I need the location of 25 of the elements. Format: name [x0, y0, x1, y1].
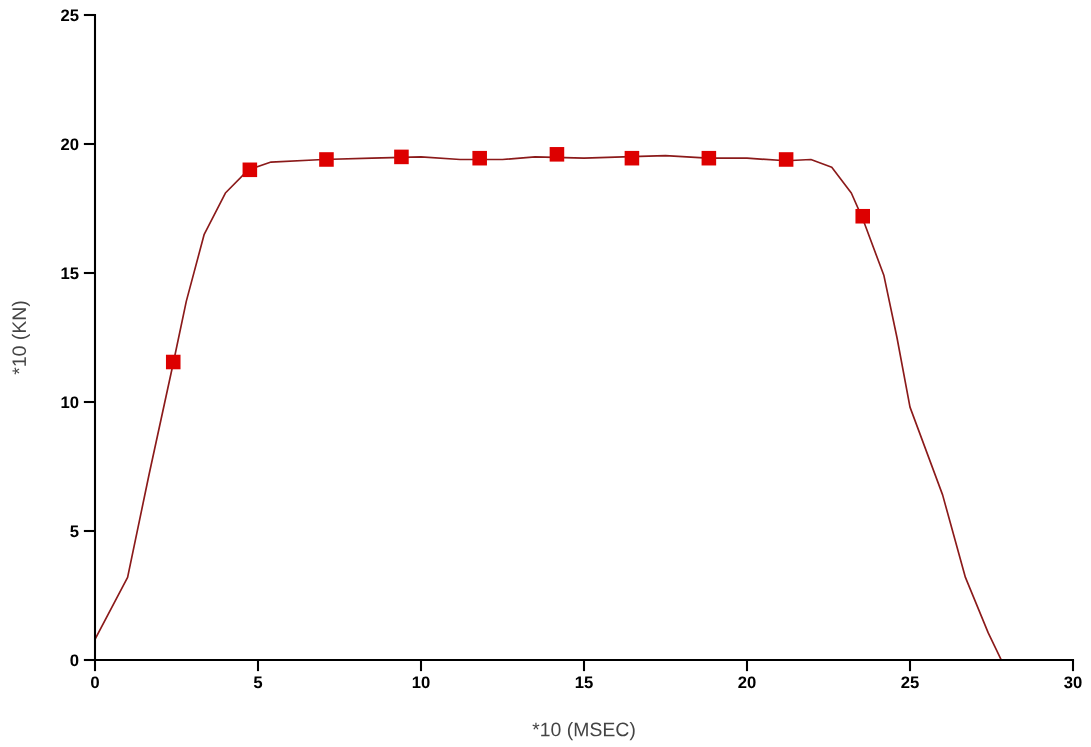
- x-tick-label: 25: [901, 676, 919, 689]
- y-tick-label: 10: [61, 396, 79, 409]
- y-tick-label: 15: [61, 267, 79, 280]
- y-tick-label: 0: [70, 654, 79, 667]
- point: [472, 150, 487, 166]
- point: [778, 152, 794, 167]
- y-tick-label: 5: [70, 525, 79, 538]
- point: [165, 354, 181, 370]
- y-tick-label: 20: [61, 138, 79, 151]
- point: [242, 162, 258, 178]
- x-axis-title: *10 (MSEC): [532, 722, 635, 741]
- x-tick-label: 10: [412, 676, 430, 689]
- y-axis-title: *10 (KN): [11, 301, 30, 375]
- point: [319, 152, 334, 167]
- x-tick-label: 30: [1064, 676, 1082, 689]
- x-tick-label: 20: [738, 676, 756, 689]
- x-tick-label: 0: [91, 676, 99, 689]
- point: [624, 150, 640, 166]
- point: [394, 149, 409, 165]
- point: [855, 208, 871, 224]
- x-tick-label: 5: [253, 676, 263, 689]
- point: [549, 147, 565, 162]
- y-tick-label: 25: [61, 9, 79, 22]
- x-tick-label: 15: [575, 676, 593, 689]
- point: [701, 150, 717, 166]
